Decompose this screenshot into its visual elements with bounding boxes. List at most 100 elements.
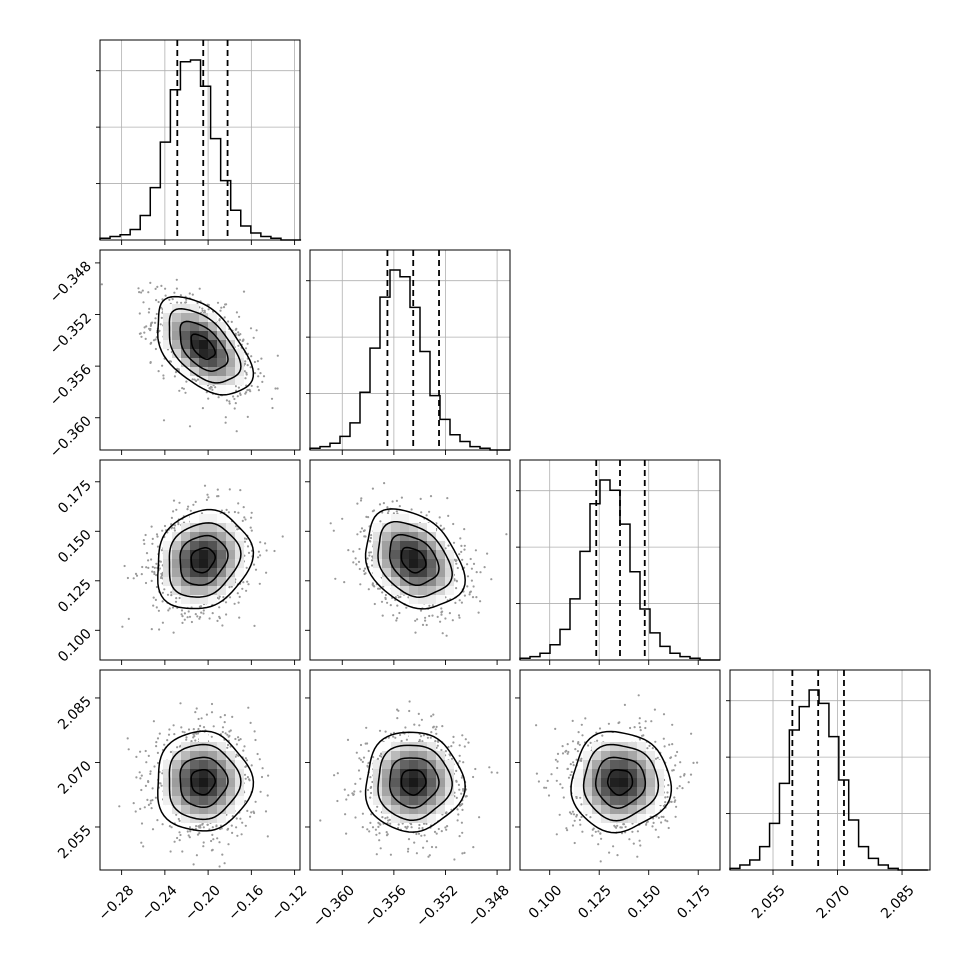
scatter-point: [472, 846, 475, 849]
scatter-point: [379, 847, 382, 850]
scatter-point: [227, 511, 230, 514]
density-cell: [409, 541, 418, 550]
scatter-point: [273, 549, 276, 553]
scatter-point: [346, 738, 350, 742]
density-cell: [163, 577, 172, 586]
scatter-point: [357, 560, 361, 564]
density-cell: [436, 550, 445, 559]
scatter-point: [245, 537, 248, 541]
scatter-point: [228, 402, 231, 405]
scatter-point: [185, 736, 188, 739]
scatter-point: [178, 501, 181, 504]
hist-panel-3: [726, 669, 931, 875]
scatter-point: [456, 819, 459, 822]
scatter-point: [261, 767, 264, 770]
scatter-point: [226, 743, 230, 747]
hist-panel-1: [306, 249, 511, 455]
scatter-point: [218, 617, 221, 620]
scatter-point: [460, 776, 463, 779]
density-cell: [382, 568, 391, 577]
scatter-point: [222, 306, 226, 309]
scatter-point: [226, 828, 229, 831]
scatter-point: [468, 593, 471, 596]
scatter-point: [178, 745, 181, 748]
density-cell: [208, 778, 217, 787]
scatter-point: [211, 612, 214, 615]
scatter-point: [386, 601, 389, 604]
scatter-point: [452, 522, 455, 526]
scatter-point: [436, 615, 439, 619]
scatter-point: [457, 614, 461, 617]
scatter-point: [259, 372, 262, 375]
density-cell: [235, 568, 244, 577]
scatter-point: [414, 631, 417, 634]
scatter-point: [187, 834, 190, 837]
scatter-point: [144, 784, 147, 788]
density-cell: [391, 778, 400, 787]
scatter-point: [175, 287, 178, 290]
density-cell: [190, 742, 199, 751]
scatter-point: [371, 564, 374, 567]
scatter-point: [223, 316, 226, 319]
scatter-point: [175, 508, 178, 511]
scatter-point: [359, 777, 362, 780]
scatter-point: [173, 524, 177, 527]
scatter-point: [173, 291, 176, 294]
density-cell: [382, 769, 391, 778]
scatter-point: [170, 516, 173, 520]
scatter-point: [134, 810, 137, 813]
scatter-point: [161, 364, 164, 367]
density-cell: [217, 742, 226, 751]
scatter-point: [458, 754, 461, 757]
scatter-point: [245, 759, 249, 762]
scatter-point: [372, 584, 375, 587]
density-cell: [181, 742, 190, 751]
scatter-point: [249, 390, 252, 393]
density-cell: [373, 559, 382, 568]
scatter-point: [456, 808, 459, 811]
scatter-point: [460, 544, 463, 548]
scatter-point: [239, 738, 242, 741]
scatter-point: [455, 780, 458, 783]
scatter-point: [167, 733, 171, 736]
scatter-point: [264, 810, 268, 813]
density-cell: [172, 340, 181, 349]
density-cell: [400, 523, 409, 532]
scatter-point: [190, 620, 193, 624]
density-cell: [199, 586, 208, 595]
scatter-point: [142, 845, 145, 848]
scatter-point: [353, 790, 356, 793]
density-cell: [436, 577, 445, 586]
scatter-point: [276, 354, 279, 357]
scatter-point: [174, 600, 178, 603]
contour-line: [364, 508, 466, 610]
scatter-point: [177, 817, 180, 821]
scatter-point: [153, 571, 156, 574]
scatter-point: [250, 355, 253, 358]
scatter-point: [406, 850, 410, 853]
scatter-point: [154, 598, 157, 602]
scatter-point: [132, 577, 135, 580]
scatter-point: [381, 614, 384, 617]
scatter-point: [228, 596, 232, 599]
hist-panel-0: [96, 39, 302, 245]
scatter-point: [428, 854, 431, 857]
scatter-point: [155, 606, 158, 609]
contour-line: [179, 320, 229, 372]
scatter-point: [139, 750, 142, 753]
density-cell: [400, 751, 409, 760]
scatter-point: [188, 826, 192, 829]
scatter-point: [176, 746, 179, 749]
scatter-point: [161, 298, 164, 301]
scatter-point: [387, 736, 390, 739]
density-cell: [226, 550, 235, 559]
scatter-point: [242, 506, 245, 509]
scatter-point: [163, 743, 166, 746]
scatter-point: [258, 582, 261, 585]
density-cell: [418, 778, 427, 787]
scatter-point: [435, 846, 438, 849]
density-cell: [199, 805, 208, 814]
scatter-point: [250, 384, 253, 387]
scatter-point: [242, 749, 245, 752]
scatter-point: [371, 780, 374, 784]
